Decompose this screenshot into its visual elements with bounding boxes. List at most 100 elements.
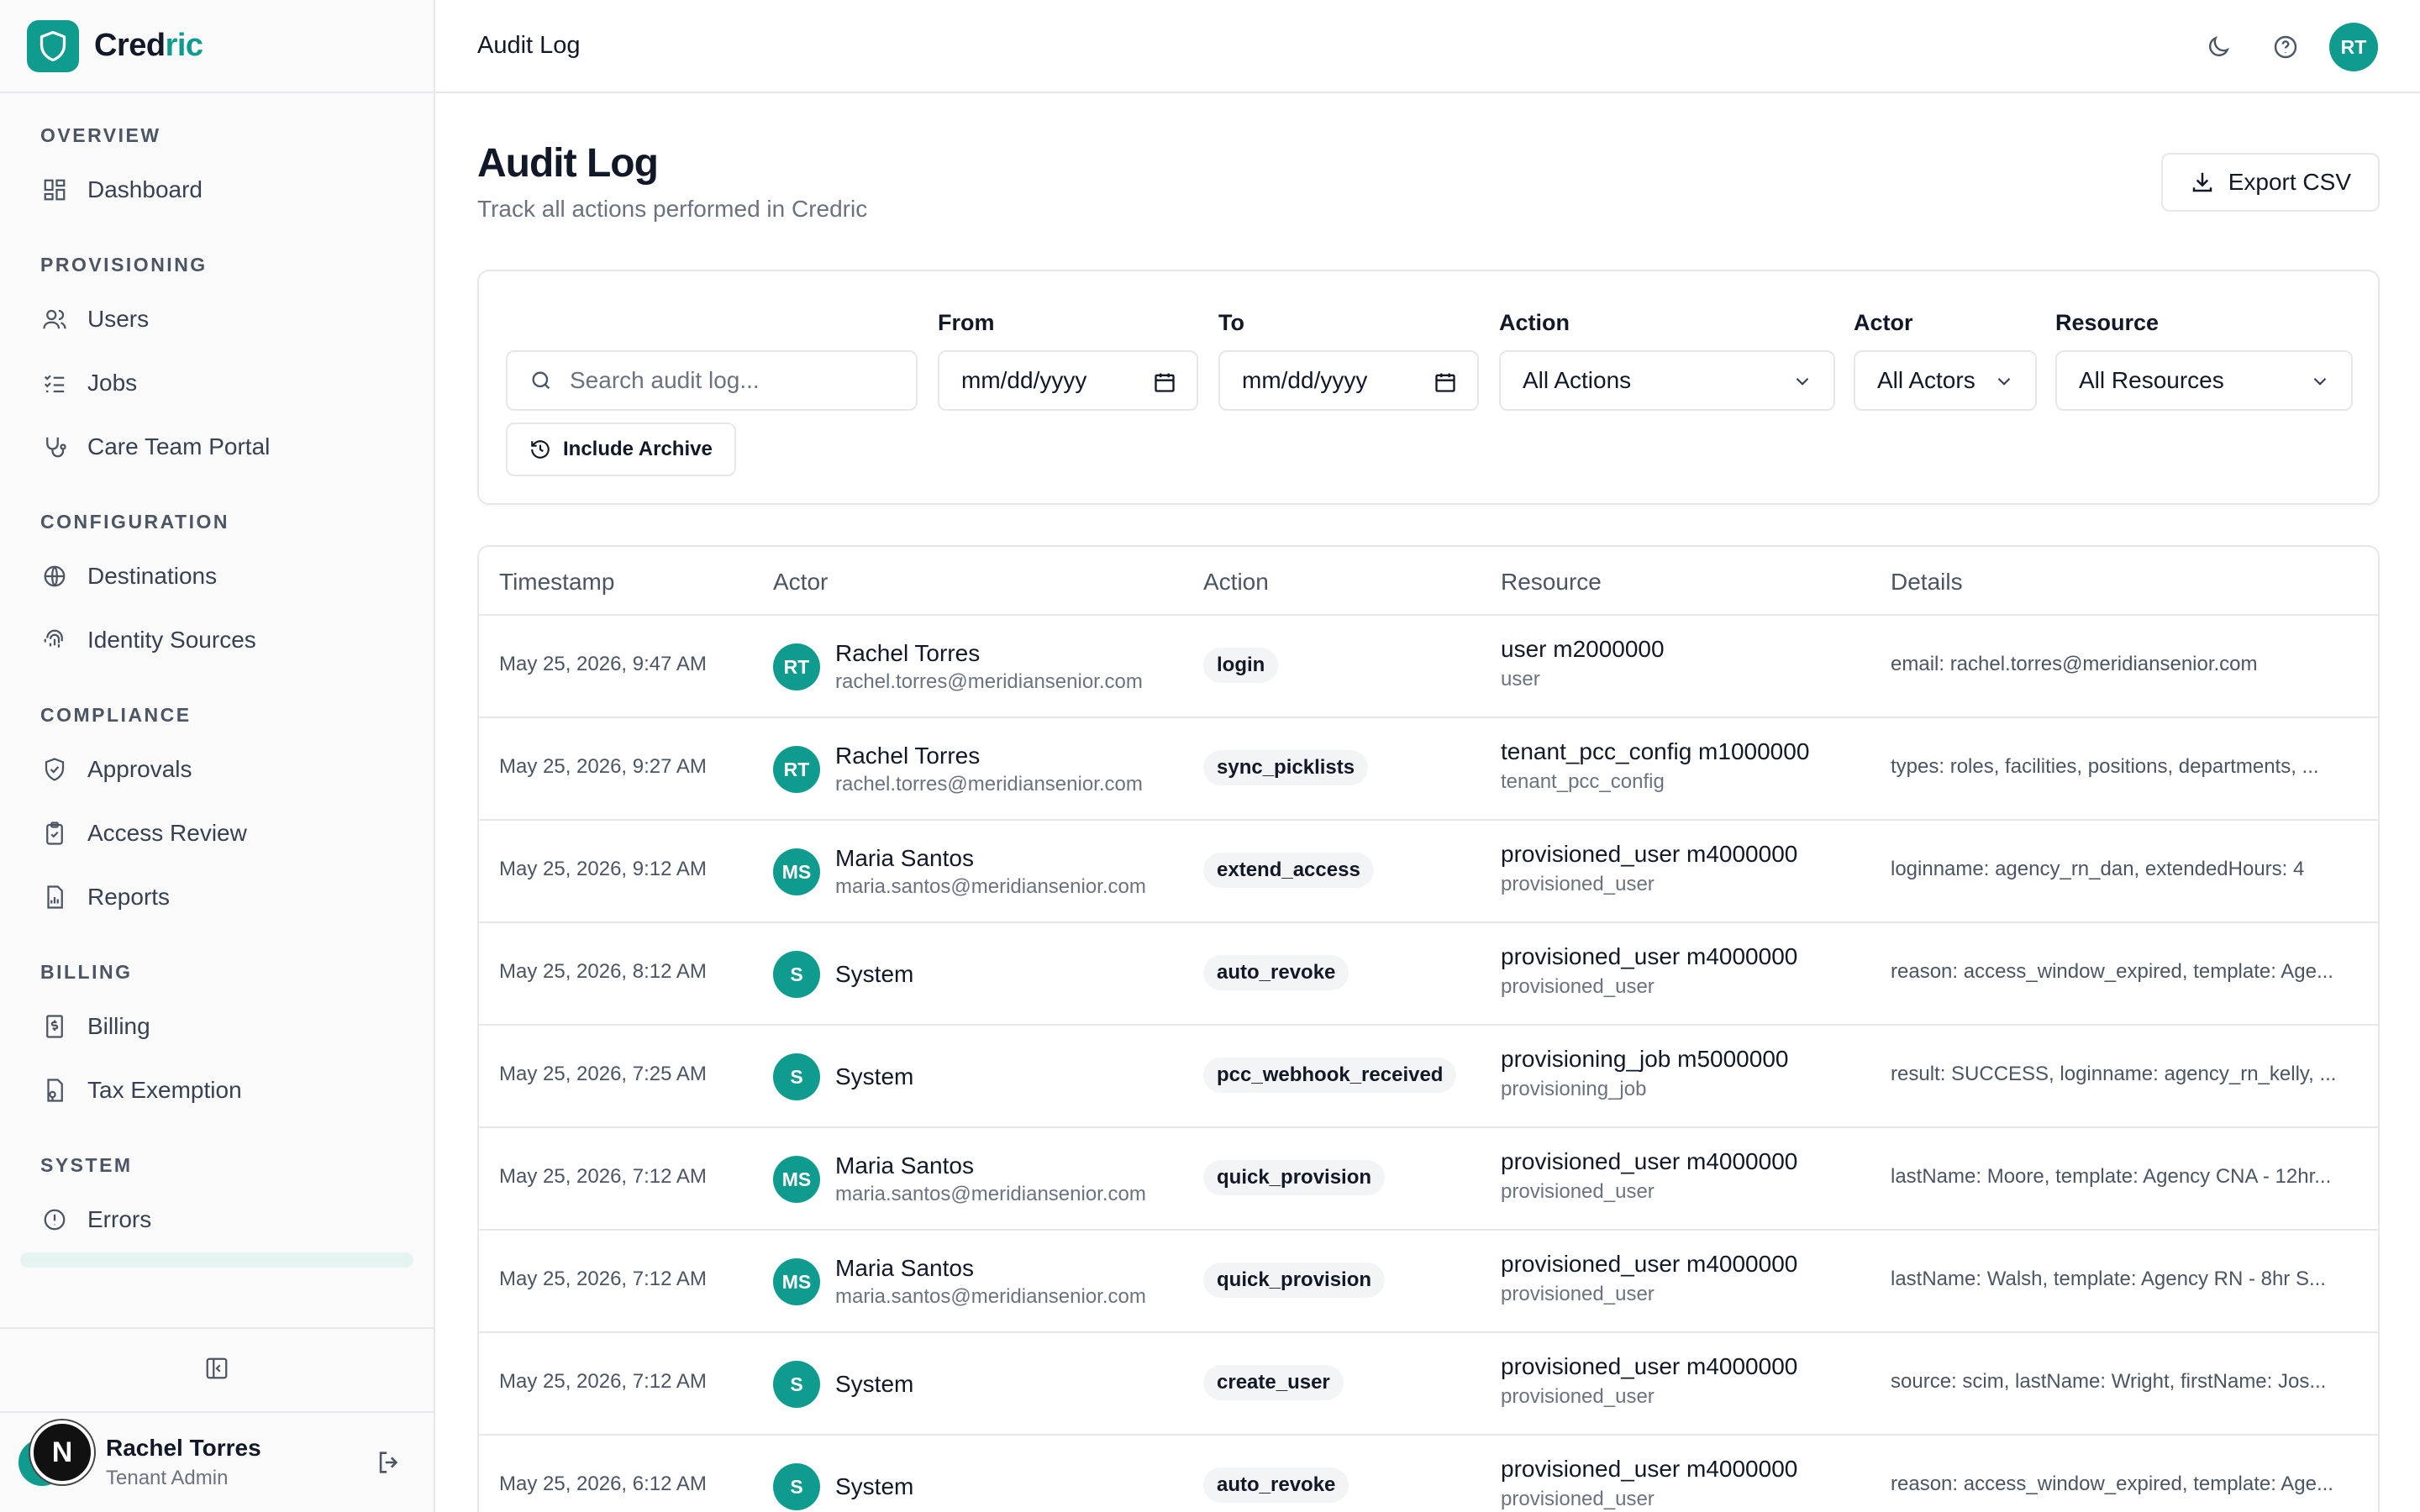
resource-type: user xyxy=(1501,668,1540,690)
action-select-value: All Actions xyxy=(1523,367,1632,393)
cell-actor: MS Maria Santos maria.santos@meridiansenio… xyxy=(773,821,1146,923)
sidebar-item-access-review[interactable]: Access Review xyxy=(20,807,413,859)
cell-timestamp: May 25, 2026, 7:12 AM xyxy=(499,1165,707,1188)
column-header-actor[interactable]: Actor xyxy=(773,569,829,595)
actor-select[interactable]: All Actors xyxy=(1854,350,2037,411)
export-csv-button[interactable]: Export CSV xyxy=(2160,153,2380,212)
sidebar-user[interactable]: N Rachel Torres Tenant Admin xyxy=(0,1411,434,1512)
resource-type: provisioned_user xyxy=(1501,975,1655,998)
sidebar-item-audit-log-active[interactable] xyxy=(20,1252,413,1268)
sidebar-item-label: Dashboard xyxy=(87,176,203,202)
actor-name: Rachel Torres xyxy=(835,640,981,666)
sidebar-item-approvals[interactable]: Approvals xyxy=(20,743,413,795)
table-row[interactable]: May 25, 2026, 7:12 AM S System create_user p… xyxy=(479,1333,2378,1436)
sidebar-item-reports[interactable]: Reports xyxy=(20,871,413,923)
table-row[interactable]: May 25, 2026, 7:12 AM MS Maria Santos maria… xyxy=(479,1231,2378,1333)
resource-type: provisioning_job xyxy=(1501,1078,1647,1100)
nav-section-title: BILLING xyxy=(40,961,133,983)
from-label: From xyxy=(938,310,995,335)
to-date-value: mm/dd/yyyy xyxy=(1242,367,1368,393)
search-input[interactable]: Search audit log... xyxy=(506,350,918,411)
nav-section-overview: OVERVIEW Dashboard xyxy=(0,118,434,216)
sidebar-item-identity-sources[interactable]: Identity Sources xyxy=(20,614,413,666)
table-row[interactable]: May 25, 2026, 9:27 AM RT Rachel Torres rach… xyxy=(479,718,2378,821)
sidebar-item-label: Approvals xyxy=(87,756,192,782)
actor-label: Actor xyxy=(1854,310,1913,335)
table-row[interactable]: May 25, 2026, 9:12 AM MS Maria Santos maria… xyxy=(479,821,2378,923)
moon-icon[interactable] xyxy=(2195,24,2242,71)
receipt-icon xyxy=(40,1012,69,1041)
cell-details: email: rachel.torres@meridiansenior.com xyxy=(1891,653,2258,675)
action-select[interactable]: All Actions xyxy=(1499,350,1835,411)
sidebar-item-jobs[interactable]: Jobs xyxy=(20,357,413,409)
from-date-input[interactable]: mm/dd/yyyy xyxy=(938,350,1198,411)
report-icon xyxy=(40,883,69,911)
cell-actor: RT Rachel Torres rachel.torres@meridiansen… xyxy=(773,616,1143,718)
chevron-down-icon xyxy=(1993,370,2015,392)
nav-section-provisioning: PROVISIONING Users Jobs Care Team Portal xyxy=(0,248,434,473)
resource-name: tenant_pcc_config m1000000 xyxy=(1501,738,1810,764)
table-body: May 25, 2026, 9:47 AM RT Rachel Torres rach… xyxy=(479,616,2378,1512)
sidebar-item-care-team-portal[interactable]: Care Team Portal xyxy=(20,421,413,473)
sidebar-item-label: Errors xyxy=(87,1206,152,1232)
cell-timestamp: May 25, 2026, 7:25 AM xyxy=(499,1063,707,1085)
audit-log-table: Timestamp Actor Action Resource Details … xyxy=(477,545,2380,1512)
list-checks-icon xyxy=(40,369,69,397)
sidebar-item-label: Access Review xyxy=(87,820,247,846)
sidebar-item-users[interactable]: Users xyxy=(20,293,413,345)
column-header-timestamp[interactable]: Timestamp xyxy=(499,569,615,595)
cell-resource: provisioned_user m4000000 provisioned_use… xyxy=(1501,943,1797,999)
sidebar-item-label: Billing xyxy=(87,1013,150,1039)
dashboard-icon xyxy=(40,176,69,204)
table-row[interactable]: May 25, 2026, 7:25 AM S System pcc_webhook_… xyxy=(479,1026,2378,1128)
action-badge: create_user xyxy=(1203,1365,1344,1400)
action-badge: auto_revoke xyxy=(1203,955,1349,990)
sidebar-item-billing[interactable]: Billing xyxy=(20,1000,413,1053)
nav-section-title: CONFIGURATION xyxy=(40,511,230,533)
globe-icon xyxy=(40,562,69,591)
search-placeholder: Search audit log... xyxy=(570,367,760,393)
users-icon xyxy=(40,305,69,333)
table-row[interactable]: May 25, 2026, 9:47 AM RT Rachel Torres rach… xyxy=(479,616,2378,718)
actor-name: System xyxy=(835,1473,914,1499)
column-header-resource[interactable]: Resource xyxy=(1501,569,1602,595)
sidebar-item-errors[interactable]: Errors xyxy=(20,1194,413,1246)
sidebar-collapse-button[interactable] xyxy=(0,1327,434,1411)
sidebar-item-label: Identity Sources xyxy=(87,627,256,653)
calendar-icon[interactable] xyxy=(1153,370,1176,394)
to-label: To xyxy=(1218,310,1244,335)
nav-section-title: PROVISIONING xyxy=(40,254,208,276)
resource-type: provisioned_user xyxy=(1501,873,1655,895)
column-header-details[interactable]: Details xyxy=(1891,569,1963,595)
help-circle-icon[interactable] xyxy=(2262,24,2309,71)
table-row[interactable]: May 25, 2026, 7:12 AM MS Maria Santos maria… xyxy=(479,1128,2378,1231)
cell-details: lastName: Moore, template: Agency CNA - … xyxy=(1891,1165,2332,1188)
resource-name: user m2000000 xyxy=(1501,636,1665,662)
actor-name: Maria Santos xyxy=(835,1255,974,1281)
brand[interactable]: Credric xyxy=(0,0,434,93)
to-date-input[interactable]: mm/dd/yyyy xyxy=(1218,350,1479,411)
export-csv-label: Export CSV xyxy=(2228,169,2351,195)
resource-name: provisioned_user m4000000 xyxy=(1501,1353,1798,1379)
filter-card: Search audit log... From mm/dd/yyyy To m… xyxy=(477,270,2380,505)
notification-badge[interactable]: N xyxy=(30,1420,94,1484)
calendar-icon[interactable] xyxy=(1434,370,1457,394)
logout-icon[interactable] xyxy=(375,1448,403,1481)
cell-details: types: roles, facilities, positions, dep… xyxy=(1891,755,2319,778)
cell-details: loginname: agency_rn_dan, extendedHours:… xyxy=(1891,858,2305,880)
action-badge: sync_picklists xyxy=(1203,750,1369,785)
cell-details: lastName: Walsh, template: Agency RN - 8… xyxy=(1891,1268,2326,1290)
actor-email: rachel.torres@meridiansenior.com xyxy=(835,670,1143,693)
sidebar-item-tax-exemption[interactable]: Tax Exemption xyxy=(20,1064,413,1116)
cell-resource: provisioned_user m4000000 provisioned_use… xyxy=(1501,1456,1797,1511)
sidebar-item-destinations[interactable]: Destinations xyxy=(20,550,413,602)
avatar: S xyxy=(773,951,820,998)
column-header-action[interactable]: Action xyxy=(1203,569,1269,595)
sidebar-item-dashboard[interactable]: Dashboard xyxy=(20,164,413,216)
table-row[interactable]: May 25, 2026, 8:12 AM S System auto_revoke p… xyxy=(479,923,2378,1026)
include-archive-button[interactable]: Include Archive xyxy=(506,423,736,476)
resource-select[interactable]: All Resources xyxy=(2055,350,2353,411)
avatar[interactable]: RT xyxy=(2329,23,2378,71)
action-badge: login xyxy=(1203,648,1279,683)
table-row[interactable]: May 25, 2026, 6:12 AM S System auto_revoke p… xyxy=(479,1436,2378,1512)
